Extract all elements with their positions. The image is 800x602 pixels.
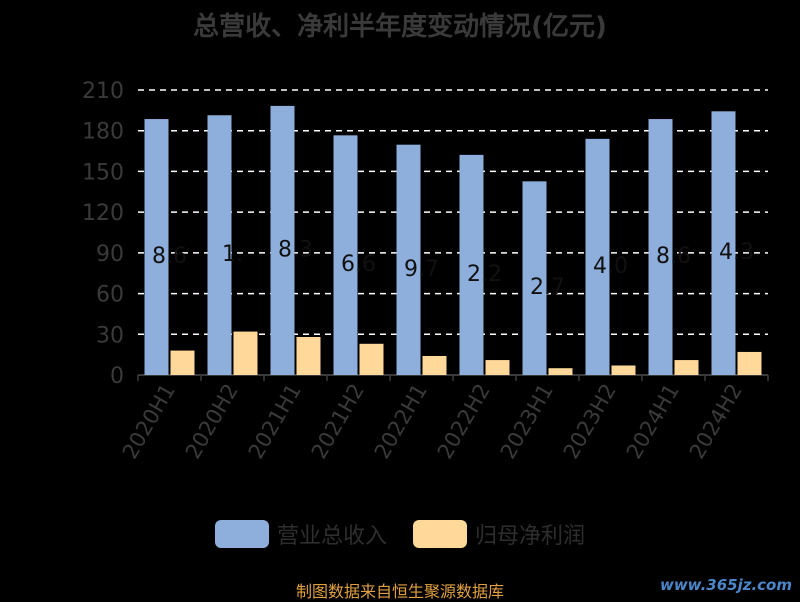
y-tick-label: 30 [96, 323, 124, 348]
bar-revenue [522, 181, 547, 375]
bar-profit [737, 351, 762, 375]
bar-revenue [459, 154, 484, 375]
x-tick-label: 2021H2 [307, 380, 369, 464]
y-tick-label: 90 [96, 242, 124, 267]
bar-profit [548, 368, 573, 375]
bar-profit [296, 337, 321, 375]
watermark: www.365jz.com [659, 576, 792, 594]
bar-revenue [585, 138, 610, 375]
legend-label-revenue: 营业总收入 [276, 524, 387, 549]
bar-value-label: 1. [222, 242, 243, 267]
x-tick-label: 2023H2 [559, 380, 621, 464]
bar-value-label: 2.2 [467, 262, 502, 287]
bar-revenue [270, 105, 295, 375]
y-tick-label: 180 [82, 120, 124, 145]
x-tick-label: 2023H1 [496, 380, 558, 464]
bar-value-label: 8.3 [278, 237, 313, 262]
bar-profit [674, 360, 699, 375]
legend-swatch-revenue [214, 520, 269, 548]
x-tick-label: 2021H1 [244, 380, 306, 464]
y-tick-label: 210 [82, 79, 124, 104]
bar-profit [170, 350, 195, 375]
x-tick-label: 2020H1 [118, 380, 180, 464]
bar-value-label: 2.7 [530, 275, 565, 300]
x-tick-label: 2024H1 [622, 380, 684, 464]
bar-profit [422, 356, 447, 375]
x-tick-label: 2024H2 [685, 380, 747, 464]
legend-item-revenue[interactable]: 营业总收入 [214, 518, 387, 550]
bar-revenue [711, 111, 736, 376]
y-tick-label: 150 [82, 160, 124, 185]
chart-title: 总营收、净利半年度变动情况(亿元) [193, 12, 607, 42]
source-note: 制图数据来自恒生聚源数据库 [295, 582, 504, 601]
bar-value-label: 6.6 [341, 252, 376, 277]
bar-profit [233, 331, 258, 375]
y-tick-label: 120 [82, 201, 124, 226]
bar-revenue [648, 119, 673, 376]
bar-profit [359, 343, 384, 375]
x-tick-label: 2020H2 [181, 380, 243, 464]
x-tick-label: 2022H2 [433, 380, 495, 464]
legend: 营业总收入 归母净利润 [0, 518, 800, 550]
bar-value-label: 4.0 [593, 254, 628, 279]
y-tick-label: 0 [110, 364, 124, 389]
bar-revenue [144, 119, 169, 376]
bar-value-label: 8.6 [152, 244, 187, 269]
bar-revenue [207, 115, 232, 375]
legend-label-profit: 归母净利润 [475, 524, 586, 549]
bar-revenue [396, 144, 421, 375]
bar-value-label: 8.6 [656, 244, 691, 269]
bar-revenue [333, 135, 358, 375]
legend-item-profit[interactable]: 归母净利润 [413, 518, 585, 550]
bar-value-label: 4.3 [719, 240, 754, 265]
y-tick-label: 60 [96, 283, 124, 308]
bar-profit [485, 360, 510, 375]
bar-profit [611, 365, 636, 375]
x-tick-label: 2022H1 [370, 380, 432, 464]
bar-value-label: 9.7 [404, 257, 439, 282]
legend-swatch-profit [413, 520, 467, 548]
